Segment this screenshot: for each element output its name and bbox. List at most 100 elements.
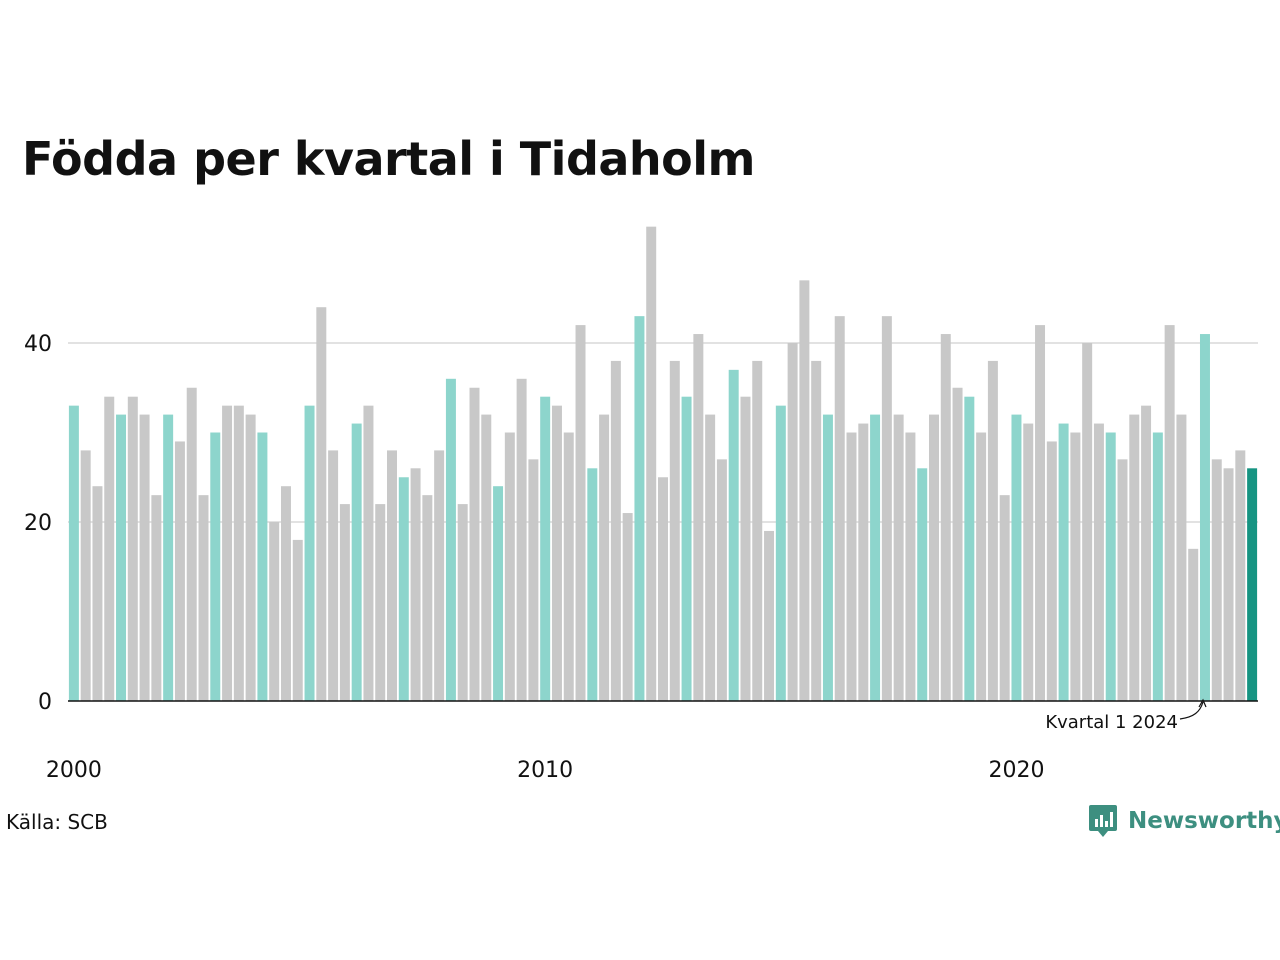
bar [1105, 432, 1116, 701]
bar [304, 405, 315, 701]
bar [811, 360, 822, 701]
bar [328, 450, 339, 701]
bar [987, 360, 998, 701]
y-tick-label: 40 [24, 332, 52, 357]
bar [339, 504, 350, 701]
bar [634, 316, 645, 701]
bar [587, 468, 598, 701]
bar [658, 477, 668, 701]
bar [1011, 414, 1022, 701]
bar [493, 486, 504, 701]
bar [740, 396, 751, 701]
bar [705, 414, 716, 701]
bar [1093, 423, 1104, 701]
bar [410, 468, 421, 701]
bar [504, 432, 515, 701]
bar [245, 414, 256, 701]
x-tick-label: 2020 [988, 758, 1044, 783]
bar [551, 405, 562, 701]
bar [1188, 548, 1199, 701]
bar [1082, 343, 1093, 701]
y-tick-label: 20 [24, 511, 52, 536]
bar [481, 414, 492, 701]
bar [469, 387, 480, 701]
bar [1235, 450, 1246, 701]
bar [316, 307, 327, 701]
bar [540, 396, 551, 701]
bar [728, 369, 739, 701]
annotation-label: Kvartal 1 2024 [1045, 712, 1178, 733]
x-tick-label: 2010 [517, 758, 573, 783]
bar [233, 405, 244, 701]
bar [92, 486, 103, 701]
bar [787, 343, 798, 701]
bar [940, 334, 951, 701]
bar [646, 226, 657, 701]
bar [905, 432, 916, 701]
bar [269, 522, 280, 701]
bar [68, 405, 79, 701]
bar [764, 530, 775, 701]
bar [822, 414, 833, 701]
bar [222, 405, 233, 701]
bar [1164, 325, 1175, 701]
bar [163, 414, 174, 701]
bar [104, 396, 115, 701]
bar [928, 414, 939, 701]
bar [622, 513, 633, 701]
bar [292, 539, 303, 701]
bar [1117, 459, 1128, 701]
bar [280, 486, 291, 701]
bar [210, 432, 221, 701]
bar [1223, 468, 1234, 701]
bar [1141, 405, 1152, 701]
bar [752, 360, 763, 701]
y-tick-label: 0 [38, 690, 52, 715]
brand-name: Newsworthy [1128, 808, 1280, 834]
bar [139, 414, 150, 701]
bar [1152, 432, 1163, 701]
bar [681, 396, 692, 701]
bar [1211, 459, 1222, 701]
bar [999, 495, 1010, 701]
bar [858, 423, 869, 701]
bar [1070, 432, 1081, 701]
bar-chart: 0 20 40 2000 2010 2020 Kvartal 1 2024 [24, 226, 1258, 783]
bar [1129, 414, 1140, 701]
bar [422, 495, 433, 701]
bar [775, 405, 786, 701]
bar [516, 378, 527, 701]
bar [599, 414, 610, 701]
bar [870, 414, 881, 701]
bar [445, 378, 456, 701]
source-label: Källa: SCB [6, 810, 108, 834]
bar [1176, 414, 1187, 701]
bar [1058, 423, 1069, 701]
x-tick-label: 2000 [46, 758, 102, 783]
bar [375, 504, 386, 701]
bar [893, 414, 904, 701]
bar [976, 432, 987, 701]
newsworthy-logo-icon [1089, 805, 1117, 837]
chart-title: Födda per kvartal i Tidaholm [22, 132, 755, 186]
bar [434, 450, 445, 701]
annotation-arrowhead [1198, 698, 1207, 708]
bar [799, 280, 810, 701]
bar [387, 450, 398, 701]
bar [186, 387, 197, 701]
bar [575, 325, 586, 701]
bar [610, 360, 621, 701]
bar [174, 441, 185, 701]
bar [198, 495, 209, 701]
bar [528, 459, 539, 701]
bar [351, 423, 362, 701]
bar [716, 459, 727, 701]
bar [127, 396, 138, 701]
bar [151, 495, 162, 701]
bar [398, 477, 409, 701]
bar [1247, 468, 1258, 701]
bar [1023, 423, 1034, 701]
brand-logo: Newsworthy [1088, 804, 1280, 838]
bar [881, 316, 892, 701]
bar [1035, 325, 1046, 701]
